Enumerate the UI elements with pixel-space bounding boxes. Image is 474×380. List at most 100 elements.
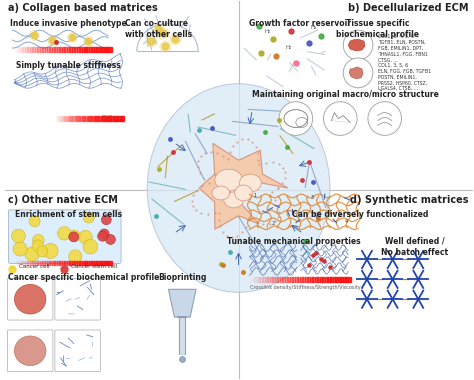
Bar [121, 116, 124, 120]
Circle shape [12, 229, 25, 243]
Bar [45, 261, 47, 266]
Bar [37, 261, 40, 266]
Circle shape [99, 229, 109, 239]
Bar [277, 277, 280, 282]
Circle shape [83, 212, 94, 223]
Text: 3: 3 [310, 195, 314, 200]
Bar [18, 261, 20, 266]
Bar [30, 261, 33, 266]
Bar [78, 116, 80, 120]
Circle shape [98, 231, 108, 241]
Bar [97, 116, 100, 120]
Bar [74, 116, 77, 120]
Circle shape [25, 247, 39, 261]
Bar [39, 261, 43, 266]
Circle shape [323, 102, 357, 135]
Polygon shape [168, 289, 196, 317]
Ellipse shape [239, 174, 261, 192]
Bar [104, 116, 106, 120]
Bar [264, 277, 267, 282]
Text: Growth factor reservoir: Growth factor reservoir [249, 19, 351, 28]
Text: c) Other native ECM: c) Other native ECM [9, 195, 118, 205]
Bar [80, 116, 82, 120]
Bar [109, 116, 111, 120]
Bar [85, 116, 87, 120]
Text: Cancer stem cell: Cancer stem cell [71, 264, 117, 269]
Circle shape [79, 230, 92, 244]
Text: Simply tunable stiffness: Simply tunable stiffness [16, 61, 121, 70]
Polygon shape [349, 67, 363, 79]
Bar [55, 261, 57, 266]
Circle shape [106, 234, 115, 244]
Polygon shape [199, 143, 288, 229]
Circle shape [29, 215, 40, 227]
Circle shape [279, 102, 313, 135]
Bar [257, 277, 260, 282]
Bar [86, 261, 90, 266]
Bar [55, 47, 57, 52]
Circle shape [33, 234, 44, 246]
Bar [91, 261, 94, 266]
Bar [61, 116, 63, 120]
Bar [101, 261, 104, 266]
Text: Can be diversely functionalized: Can be diversely functionalized [292, 210, 428, 219]
Text: COL1, 3, 4, 5, 6
TGFB1, ELN, POSTN,
FGB, EMILIN1, DPT,
THNASL1, FGG, FBN1
CTSG, : COL1, 3, 4, 5, 6 TGFB1, ELN, POSTN, FGB,… [378, 34, 428, 62]
Bar [100, 116, 103, 120]
Bar [84, 261, 87, 266]
Bar [89, 47, 92, 52]
Bar [77, 261, 80, 266]
Ellipse shape [224, 192, 244, 208]
Bar [94, 47, 97, 52]
Bar [79, 47, 82, 52]
Bar [111, 116, 113, 120]
Bar [94, 116, 96, 120]
Bar [255, 277, 257, 282]
Bar [337, 277, 341, 282]
Bar [35, 261, 37, 266]
Bar [91, 47, 94, 52]
Bar [37, 47, 40, 52]
Bar [20, 47, 23, 52]
Bar [72, 261, 74, 266]
Bar [73, 116, 75, 120]
FancyBboxPatch shape [9, 210, 121, 263]
Bar [345, 277, 348, 282]
Bar [18, 47, 20, 52]
Ellipse shape [14, 336, 46, 366]
Bar [68, 116, 70, 120]
Bar [64, 116, 66, 120]
Bar [42, 47, 45, 52]
Bar [325, 277, 328, 282]
Text: a) Collagen based matrices: a) Collagen based matrices [9, 3, 158, 13]
Bar [79, 261, 82, 266]
Bar [83, 116, 85, 120]
Text: COL1, 3, 5, 6
ELN, FGG, FGB, TGFB1
POSTN, EMILIN1,
PRSS2, HSP60, CTSZ,
LGALS4, C: COL1, 3, 5, 6 ELN, FGG, FGB, TGFB1 POSTN… [378, 63, 431, 91]
Bar [104, 261, 107, 266]
Bar [32, 261, 35, 266]
Bar [69, 261, 72, 266]
Bar [20, 261, 23, 266]
Bar [280, 277, 283, 282]
Bar [39, 47, 43, 52]
Bar [69, 47, 72, 52]
Bar [114, 116, 117, 120]
Bar [15, 47, 18, 52]
Bar [99, 116, 101, 120]
Bar [74, 47, 77, 52]
Bar [106, 261, 109, 266]
Bar [82, 261, 84, 266]
Text: Tissue specific
biochemical profile: Tissue specific biochemical profile [337, 19, 419, 40]
Bar [62, 261, 65, 266]
Bar [55, 116, 58, 120]
Bar [104, 47, 107, 52]
Bar [307, 277, 310, 282]
Bar [318, 277, 320, 282]
Bar [71, 116, 73, 120]
Bar [76, 116, 79, 120]
FancyBboxPatch shape [8, 278, 53, 320]
Bar [102, 116, 104, 120]
Bar [66, 116, 68, 120]
Text: H₂: H₂ [310, 25, 317, 30]
Text: b) Decellularized ECM: b) Decellularized ECM [348, 3, 469, 13]
Bar [12, 261, 15, 266]
